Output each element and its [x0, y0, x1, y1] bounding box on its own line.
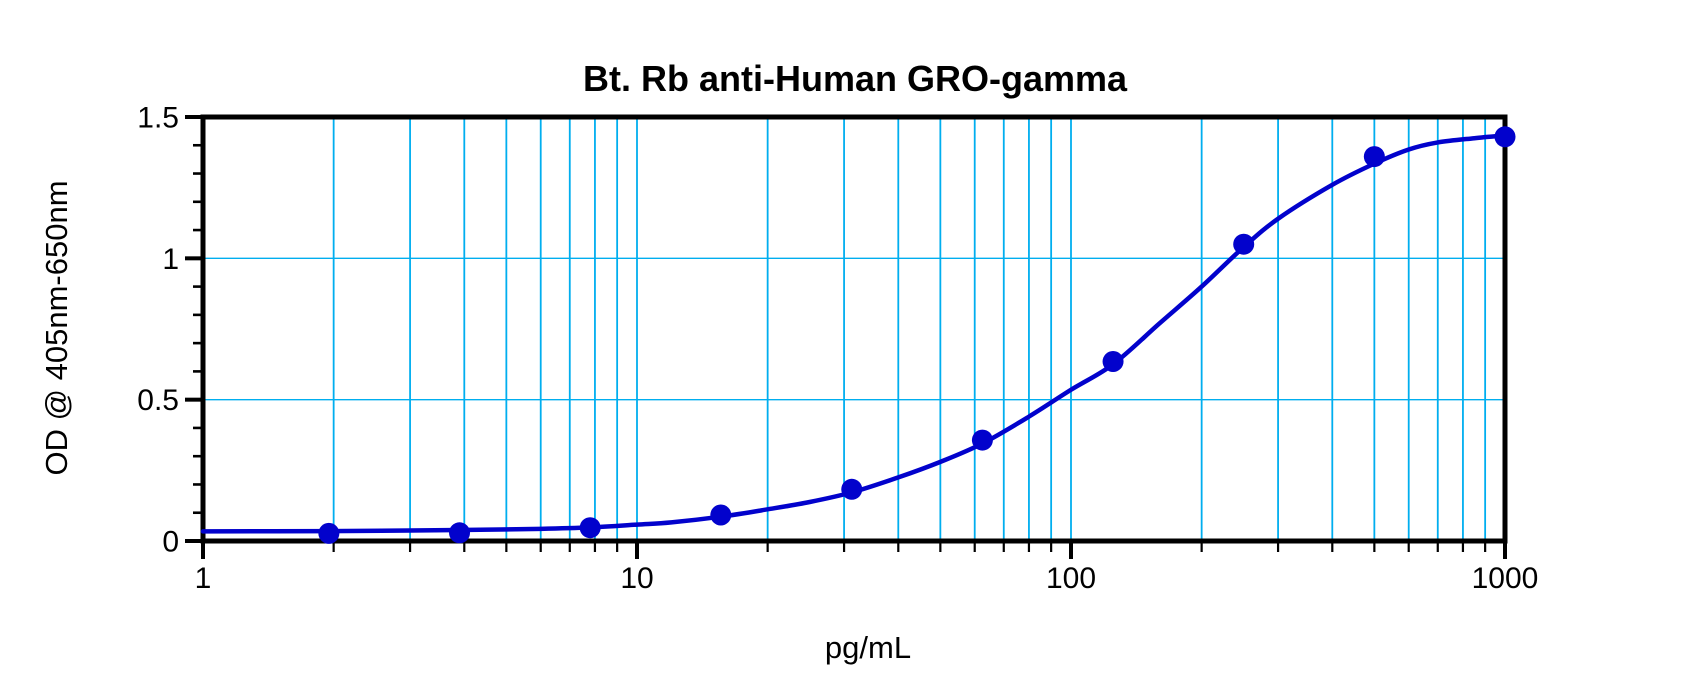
y-axis-title: OD @ 405nm-650nm	[39, 180, 74, 476]
chart-title: Bt. Rb anti-Human GRO-gamma	[582, 58, 1128, 99]
fit-curve-line	[200, 133, 1508, 534]
x-axis-title: pg/mL	[824, 630, 912, 665]
y-tick-label: 0.5	[137, 384, 179, 417]
data-point-marker	[1233, 233, 1255, 255]
data-point-marker	[449, 522, 471, 544]
data-point-marker	[318, 522, 340, 544]
y-tick-label: 1.5	[137, 102, 179, 135]
x-tick-label: 100	[1046, 562, 1096, 595]
x-tick-label: 1000	[1472, 562, 1539, 595]
data-point-marker	[710, 504, 732, 526]
y-tick-label: 1	[162, 243, 179, 276]
data-point-marker	[971, 429, 993, 451]
y-tick-label: 0	[162, 526, 179, 559]
data-point-marker	[579, 517, 601, 539]
data-point-marker	[1494, 126, 1516, 148]
data-point-marker	[1363, 146, 1385, 168]
data-point-marker	[841, 478, 863, 500]
x-tick-label: 1	[195, 562, 212, 595]
x-tick-label: 10	[620, 562, 653, 595]
plot-border	[200, 114, 1508, 544]
data-point-marker	[1102, 351, 1124, 373]
